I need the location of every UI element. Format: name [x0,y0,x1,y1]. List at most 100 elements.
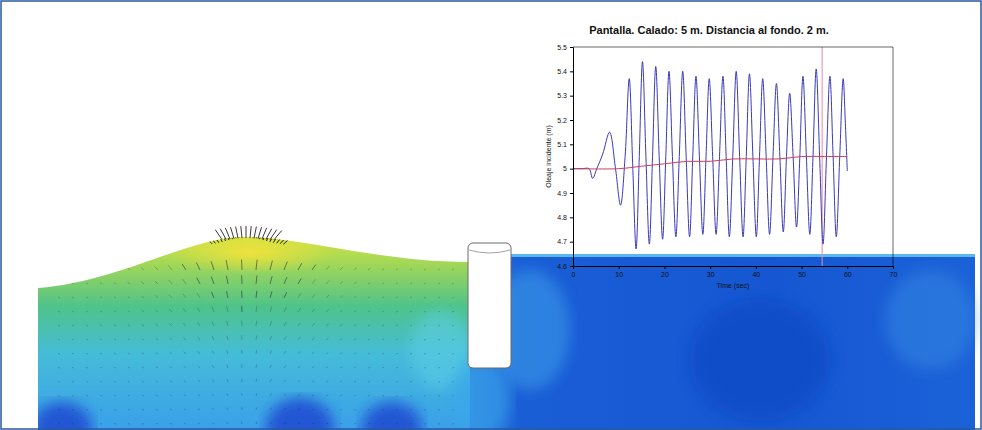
velocity-arrow [86,311,88,313]
velocity-arrow [396,409,398,410]
y-tick-mark [570,169,573,170]
velocity-arrow [270,336,272,340]
velocity-arrow [382,268,384,270]
velocity-arrow [196,263,200,270]
screen [468,243,511,368]
velocity-arrow [298,380,300,382]
velocity-arrow [452,353,454,355]
velocity-arrow [312,294,315,298]
velocity-arrow [205,237,212,244]
velocity-arrow [312,380,314,382]
velocity-arrow [326,409,328,411]
velocity-arrow [114,283,116,284]
velocity-arrow [212,422,214,424]
velocity-arrow [438,353,440,355]
velocity-arrow [72,297,74,299]
velocity-arrow [256,379,258,382]
velocity-arrow [58,409,60,410]
velocity-arrow [354,268,357,270]
velocity-arrow [354,282,357,284]
velocity-arrow [396,367,398,369]
velocity-arrow [256,306,258,312]
velocity-arrow [211,261,214,270]
x-axis: 010203040506070 [572,266,898,278]
velocity-arrow [100,325,102,327]
velocity-arrow [86,423,88,424]
velocity-arrow [58,283,60,285]
velocity-arrow [312,338,314,340]
velocity-arrow [86,325,88,327]
y-tick-label: 5 [563,165,567,172]
velocity-arrow [424,311,426,313]
velocity-arrow [284,322,286,326]
velocity-arrow [227,321,228,326]
velocity-arrow [354,381,356,383]
velocity-arrow [128,353,130,354]
velocity-arrow [438,311,440,313]
velocity-arrow [198,380,200,382]
velocity-arrow [128,423,130,424]
velocity-arrow [241,260,242,270]
velocity-arrow [128,339,130,340]
x-tick-label: 70 [890,271,898,278]
velocity-arrow [58,311,60,313]
velocity-arrow [226,276,228,284]
y-tick-label: 5.4 [557,68,567,75]
velocity-arrow [256,218,261,238]
velocity-arrow [114,409,116,410]
velocity-arrow [114,367,116,369]
velocity-arrow [298,409,300,410]
velocity-arrow [198,409,200,410]
velocity-arrow [184,352,186,354]
velocity-arrow [424,395,426,396]
velocity-arrow [382,297,384,298]
velocity-arrow [141,267,144,270]
x-tick-label: 0 [572,271,576,278]
velocity-arrow [354,353,356,354]
velocity-arrow [142,381,144,383]
x-tick: 40 [752,266,760,278]
velocity-arrow [241,393,242,396]
velocity-arrow [114,297,116,298]
velocity-arrow [142,353,144,354]
velocity-arrow [340,395,342,397]
velocity-arrow [72,325,74,327]
series-line [573,62,847,249]
y-tick: 5 [563,165,573,172]
velocity-arrow [270,276,272,284]
velocity-arrow [114,395,116,397]
velocity-arrow [226,422,228,424]
velocity-arrow [142,339,144,340]
velocity-arrow [298,293,301,298]
velocity-arrow [156,353,158,354]
velocity-arrow [424,325,426,327]
velocity-arrow [168,265,172,270]
velocity-arrow [326,367,328,368]
velocity-arrow [183,323,186,326]
velocity-arrow [58,325,60,327]
velocity-arrow [410,269,412,270]
velocity-arrow [226,291,228,298]
velocity-arrow [231,218,236,238]
velocity-arrow [170,366,172,368]
chart: 0102030405060704.64.74.84.955.15.25.35.4… [545,24,897,290]
velocity-arrow [241,364,242,368]
velocity-arrow [452,297,454,299]
velocity-arrow [156,395,158,397]
series-line [573,156,847,169]
y-tick-label: 5.5 [557,44,567,51]
water-body [38,230,470,430]
velocity-arrow [249,214,251,238]
velocity-arrow [156,324,158,326]
velocity-arrow [298,351,300,354]
velocity-arrow [396,311,398,313]
velocity-arrow [354,395,356,397]
velocity-arrow [72,409,74,410]
x-tick-label: 50 [798,271,806,278]
vortex [266,398,334,430]
velocity-arrow [396,423,398,424]
velocity-arrow [424,353,426,355]
x-tick-mark [710,266,711,269]
velocity-arrow [100,395,102,397]
velocity-arrow [155,310,158,312]
